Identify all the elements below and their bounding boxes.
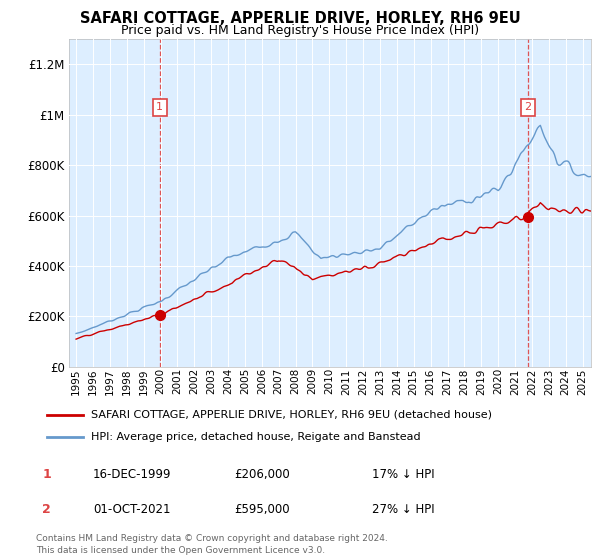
Text: 1: 1 bbox=[42, 468, 51, 482]
Text: Contains HM Land Registry data © Crown copyright and database right 2024.
This d: Contains HM Land Registry data © Crown c… bbox=[36, 534, 388, 555]
Text: HPI: Average price, detached house, Reigate and Banstead: HPI: Average price, detached house, Reig… bbox=[91, 432, 421, 442]
Text: 16-DEC-1999: 16-DEC-1999 bbox=[93, 468, 172, 482]
Text: 01-OCT-2021: 01-OCT-2021 bbox=[93, 503, 170, 516]
Text: 2: 2 bbox=[42, 503, 51, 516]
Text: 27% ↓ HPI: 27% ↓ HPI bbox=[372, 503, 434, 516]
Text: £206,000: £206,000 bbox=[234, 468, 290, 482]
Text: 2: 2 bbox=[524, 102, 531, 112]
Text: SAFARI COTTAGE, APPERLIE DRIVE, HORLEY, RH6 9EU (detached house): SAFARI COTTAGE, APPERLIE DRIVE, HORLEY, … bbox=[91, 409, 492, 419]
Text: 1: 1 bbox=[156, 102, 163, 112]
Text: 17% ↓ HPI: 17% ↓ HPI bbox=[372, 468, 434, 482]
Text: £595,000: £595,000 bbox=[234, 503, 290, 516]
Text: SAFARI COTTAGE, APPERLIE DRIVE, HORLEY, RH6 9EU: SAFARI COTTAGE, APPERLIE DRIVE, HORLEY, … bbox=[80, 11, 520, 26]
Text: Price paid vs. HM Land Registry's House Price Index (HPI): Price paid vs. HM Land Registry's House … bbox=[121, 24, 479, 37]
